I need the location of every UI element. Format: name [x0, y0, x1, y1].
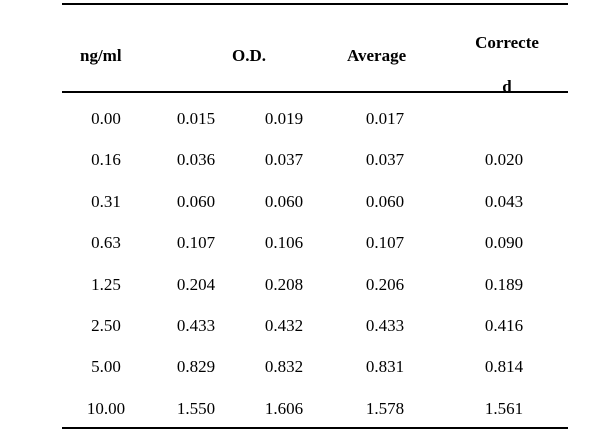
cell-od-2: 0.019: [264, 109, 304, 128]
cell-concentration: 5.00: [91, 357, 121, 377]
table-bottom-rule: [62, 427, 568, 429]
cell-od-1: 0.036: [176, 150, 216, 170]
cell-od-2: 0.208: [264, 274, 304, 294]
cell-od-2: 0.832: [264, 357, 304, 377]
cell-od-2: 0.037: [264, 150, 304, 170]
cell-corrected: 0.090: [484, 233, 524, 253]
cell-corrected: 0.020: [484, 150, 524, 170]
header-corrected-line2: d: [502, 77, 512, 96]
cell-average: 0.037: [365, 150, 405, 170]
cell-average: 0.206: [365, 274, 405, 294]
cell-average: 0.017: [365, 109, 405, 128]
cell-corrected: 1.561: [484, 398, 524, 418]
table-row: 0.63 0.107 0.106 0.107 0.090: [62, 223, 568, 264]
table-row: 2.50 0.433 0.432 0.433 0.416: [62, 306, 568, 347]
cell-corrected: 0.416: [484, 315, 524, 335]
cell-average: 0.831: [365, 357, 405, 377]
table-row: 0.16 0.036 0.037 0.037 0.020: [62, 140, 568, 181]
cell-average: 0.107: [365, 233, 405, 253]
header-concentration: ng/ml: [80, 46, 122, 65]
cell-od-2: 0.432: [264, 315, 304, 335]
table-row: 1.25 0.204 0.208 0.206 0.189: [62, 265, 568, 306]
table-row: 10.00 1.550 1.606 1.578 1.561: [62, 389, 568, 430]
cell-concentration: 10.00: [86, 398, 126, 418]
cell-od-1: 0.433: [176, 315, 216, 335]
cell-od-1: 0.015: [176, 109, 216, 128]
cell-od-1: 0.829: [176, 357, 216, 377]
header-corrected-line1: Correcte: [475, 33, 539, 52]
cell-od-2: 1.606: [264, 398, 304, 418]
cell-concentration: 0.31: [91, 191, 121, 211]
header-corrected: Correcte d: [462, 21, 552, 109]
cell-average: 0.433: [365, 315, 405, 335]
cell-concentration: 0.16: [91, 150, 121, 170]
cell-od-1: 0.107: [176, 233, 216, 253]
cell-od-1: 0.060: [176, 191, 216, 211]
data-table: ng/ml O.D. Average Correcte d 0.00 0.015…: [62, 3, 568, 429]
cell-concentration: 2.50: [91, 315, 121, 335]
cell-concentration: 0.63: [91, 233, 121, 253]
cell-od-2: 0.060: [264, 191, 304, 211]
table-row: 5.00 0.829 0.832 0.831 0.814: [62, 347, 568, 388]
cell-od-1: 0.204: [176, 274, 216, 294]
cell-corrected: 0.189: [484, 274, 524, 294]
cell-corrected: 0.043: [484, 191, 524, 211]
header-od: O.D.: [232, 46, 266, 65]
cell-concentration: 0.00: [91, 109, 121, 128]
cell-concentration: 1.25: [91, 274, 121, 294]
table-top-rule: [62, 3, 568, 5]
cell-od-2: 0.106: [264, 233, 304, 253]
table-row: 0.00 0.015 0.019 0.017: [62, 99, 568, 140]
cell-average: 0.060: [365, 191, 405, 211]
cell-od-1: 1.550: [176, 398, 216, 418]
header-average: Average: [347, 46, 407, 65]
table-header-rule: [62, 91, 568, 93]
table-body: 0.00 0.015 0.019 0.017 0.16 0.036 0.037 …: [62, 99, 568, 430]
cell-corrected: 0.814: [484, 357, 524, 377]
table-row: 0.31 0.060 0.060 0.060 0.043: [62, 182, 568, 223]
cell-average: 1.578: [365, 398, 405, 418]
